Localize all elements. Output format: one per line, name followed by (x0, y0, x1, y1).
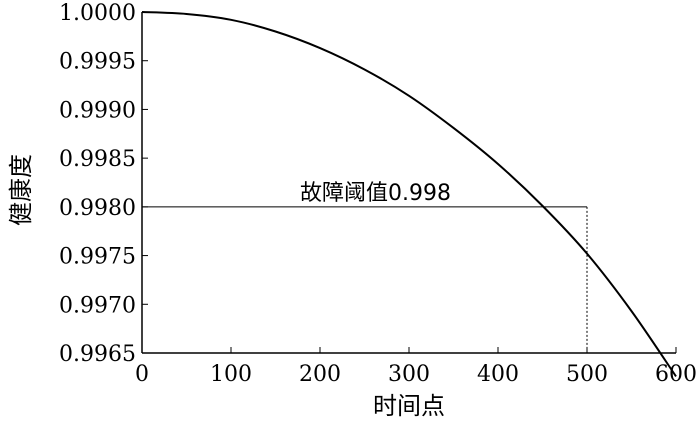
x-axis-ticks: 0 100 200 300 400 500 600 (135, 347, 697, 387)
threshold-annotation: 故障阈值0.998 (300, 181, 451, 206)
x-tick-label: 100 (210, 362, 252, 387)
y-tick-label: 0.9990 (59, 98, 136, 123)
health-curve-line (141, 11, 677, 377)
y-axis-title: 健康度 (7, 154, 35, 226)
y-tick-label: 0.9965 (59, 342, 136, 367)
y-axis-ticks: 1.0000 0.9995 0.9990 0.9985 0.9980 0.9975 0.99… (59, 1, 148, 367)
x-tick-label: 500 (566, 362, 608, 387)
x-axis-title: 时间点 (373, 392, 445, 420)
y-tick-label: 0.9970 (59, 293, 136, 318)
y-tick-label: 1.0000 (59, 1, 136, 26)
y-tick-label: 0.9975 (59, 245, 136, 270)
y-tick-label: 0.9980 (59, 196, 136, 221)
y-tick-label: 0.9985 (59, 147, 136, 172)
x-tick-label: 600 (655, 362, 697, 387)
x-tick-label: 0 (135, 362, 149, 387)
x-tick-label: 400 (477, 362, 519, 387)
x-tick-label: 200 (299, 362, 341, 387)
y-tick-label: 0.9995 (59, 50, 136, 75)
x-tick-label: 300 (388, 362, 430, 387)
